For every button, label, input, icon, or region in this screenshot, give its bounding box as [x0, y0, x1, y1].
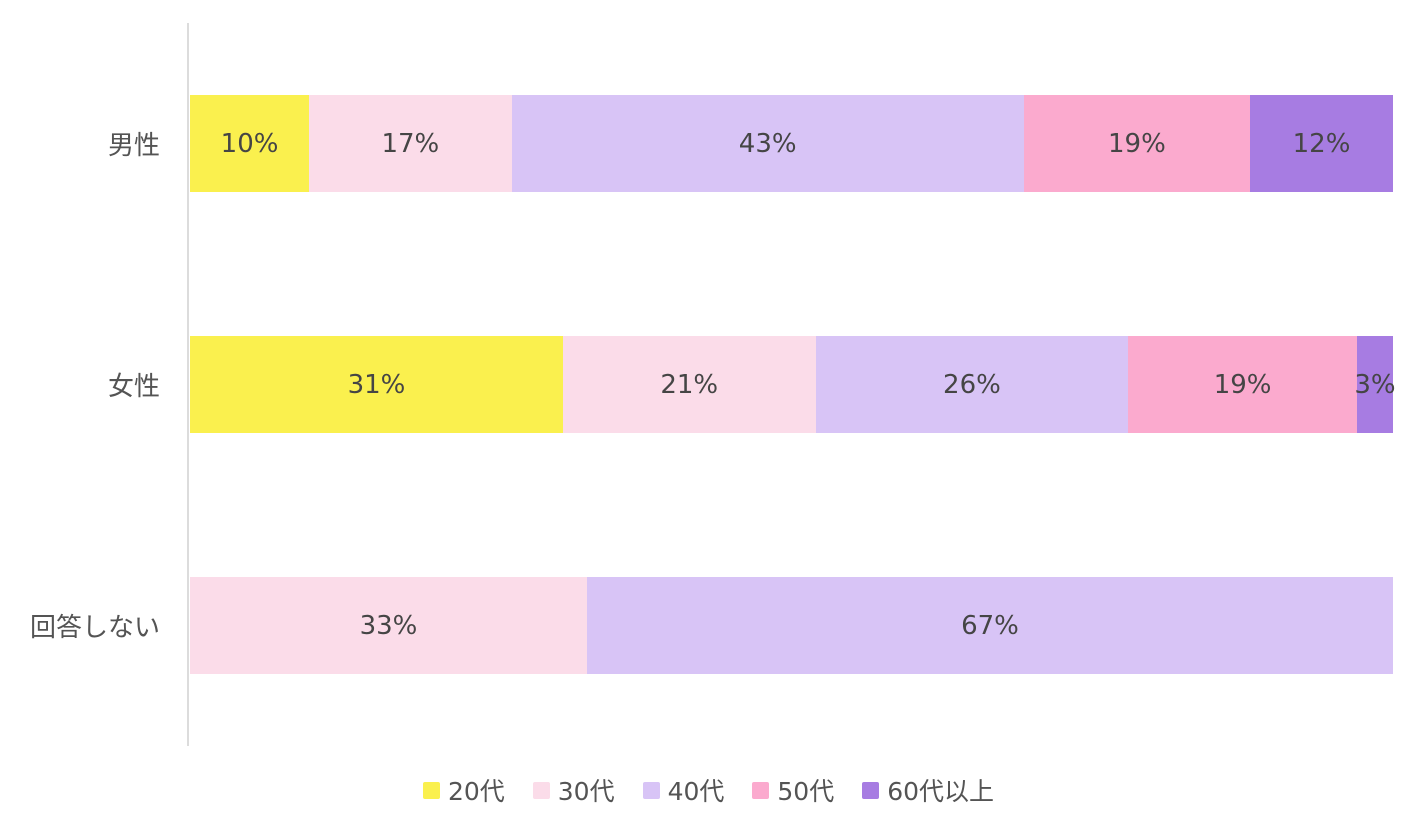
segment-value-label: 19%	[1213, 369, 1272, 400]
chart-row: 男性 10% 17% 43% 19% 12%	[0, 23, 1417, 264]
segment-value-label: 17%	[381, 128, 440, 159]
legend-item: 60代以上	[862, 772, 994, 808]
legend-swatch	[532, 781, 550, 799]
legend-label: 50代	[777, 777, 835, 806]
category-label: 女性	[107, 372, 160, 402]
legend-item: 20代	[422, 772, 505, 808]
segment-value-label: 33%	[359, 610, 418, 641]
bar-segment: 67%	[586, 577, 1393, 674]
category-label: 回答しない	[29, 613, 160, 643]
legend-swatch	[752, 781, 770, 799]
segment-value-label: 21%	[660, 369, 719, 400]
bar-segment: 10%	[190, 95, 310, 192]
segment-value-label: 12%	[1292, 128, 1351, 159]
category-label: 男性	[107, 131, 160, 161]
legend-swatch	[642, 781, 660, 799]
segment-value-label: 31%	[347, 369, 406, 400]
legend-item: 40代	[642, 772, 725, 808]
bar-segment: 33%	[190, 577, 587, 674]
legend-swatch	[862, 781, 880, 799]
segment-value-label: 43%	[738, 128, 797, 159]
stacked-bar: 33% 67%	[190, 577, 1393, 674]
legend-label: 40代	[667, 777, 725, 806]
legend-item: 50代	[752, 772, 834, 808]
plot-area: 男性 10% 17% 43% 19% 12% 女性 31% 21% 26% 19% 3% 回答しない 33…	[0, 23, 1417, 746]
chart-row: 回答しない 33% 67%	[0, 505, 1417, 746]
bar-segment: 31%	[190, 336, 563, 433]
segment-value-label: 10%	[220, 128, 279, 159]
bar-segment: 26%	[815, 336, 1129, 433]
legend-swatch	[422, 781, 440, 799]
segment-value-label: 67%	[961, 610, 1019, 641]
segment-value-label: 19%	[1108, 128, 1166, 159]
bar-segment: 12%	[1250, 95, 1394, 192]
y-axis-line	[187, 23, 189, 746]
bar-segment: 19%	[1023, 95, 1251, 192]
bar-segment: 3%	[1354, 336, 1396, 433]
segment-value-label: 26%	[943, 369, 1001, 400]
bar-segment: 21%	[562, 336, 816, 433]
legend-item: 30代	[532, 772, 615, 808]
stacked-bar: 10% 17% 43% 19% 12%	[190, 95, 1394, 192]
bar-segment: 43%	[511, 95, 1024, 192]
legend-label: 30代	[557, 777, 615, 806]
bar-segment: 17%	[309, 95, 512, 192]
stacked-bar: 31% 21% 26% 19% 3%	[190, 336, 1396, 433]
bar-segment: 19%	[1128, 336, 1357, 433]
chart-row: 女性 31% 21% 26% 19% 3%	[0, 264, 1417, 505]
legend-label: 60代以上	[887, 777, 995, 806]
legend-label: 20代	[447, 777, 505, 806]
segment-value-label: 3%	[1354, 369, 1396, 400]
chart-legend: 20代 30代 40代 50代 60代以上	[0, 772, 1417, 808]
